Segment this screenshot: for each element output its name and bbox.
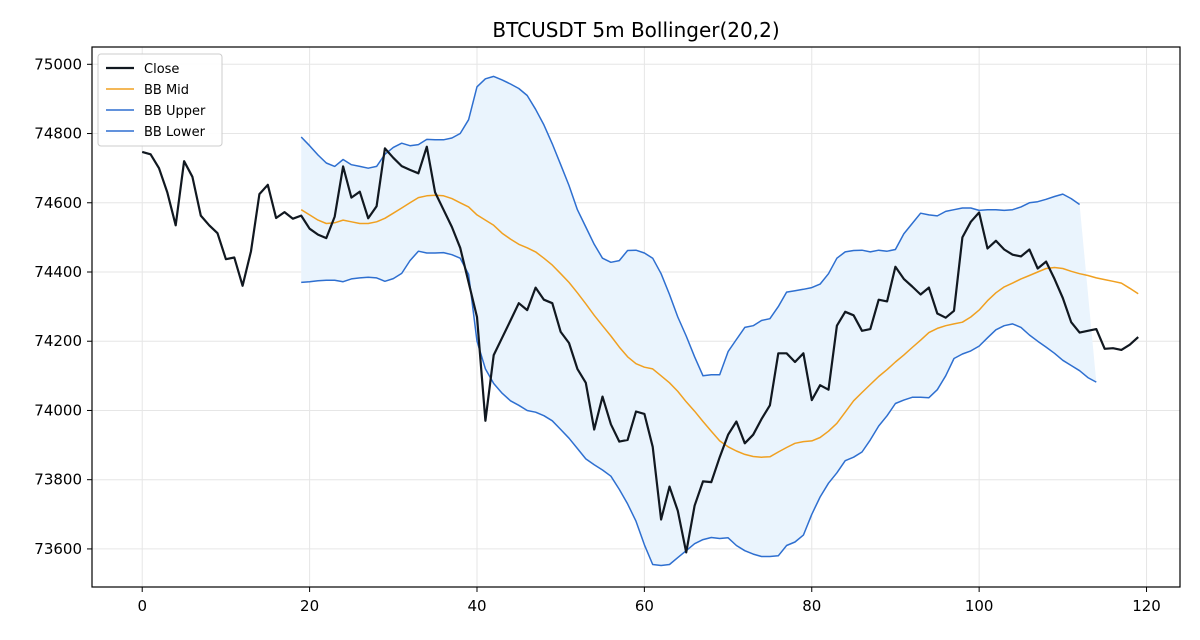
tick-layer: 0 20 40 60 80 100 120 73600 73800 74000 74200 74400… <box>34 55 1161 615</box>
band-layer <box>301 76 1097 566</box>
series-line-bb-lower <box>301 250 1097 567</box>
x-tick-label: 80 <box>802 597 821 615</box>
y-tick-label: 75000 <box>34 55 82 73</box>
x-tick-label: 60 <box>635 597 654 615</box>
legend-label: BB Upper <box>144 104 206 119</box>
legend-label: BB Lower <box>144 125 206 140</box>
series-line-close <box>141 145 1139 554</box>
x-tick-label: 40 <box>467 597 486 615</box>
y-tick-label: 74000 <box>34 401 82 419</box>
chart-title: BTCUSDT 5m Bollinger(20,2) <box>492 18 779 42</box>
x-tick-label: 0 <box>137 597 147 615</box>
legend: Close BB Mid BB Upper BB Lower <box>97 53 223 147</box>
x-tick-label: 120 <box>1132 597 1161 615</box>
series-line-bb-upper <box>300 75 1081 377</box>
y-tick-label: 74800 <box>34 125 82 143</box>
legend-label: Close <box>144 62 179 77</box>
y-tick-label: 73600 <box>34 540 82 558</box>
y-tick-label: 74200 <box>34 332 82 350</box>
y-tick-label: 74600 <box>34 194 82 212</box>
plot-frame <box>91 46 1181 588</box>
y-tick-label: 73800 <box>34 471 82 489</box>
series-line-bb-mid <box>300 194 1139 458</box>
y-tick-label: 74400 <box>34 263 82 281</box>
legend-box <box>97 53 223 147</box>
series-layer <box>141 75 1139 567</box>
bb-band-fill <box>301 76 1097 566</box>
x-tick-label: 20 <box>300 597 319 615</box>
legend-label: BB Mid <box>144 83 189 98</box>
x-tick-label: 100 <box>965 597 994 615</box>
